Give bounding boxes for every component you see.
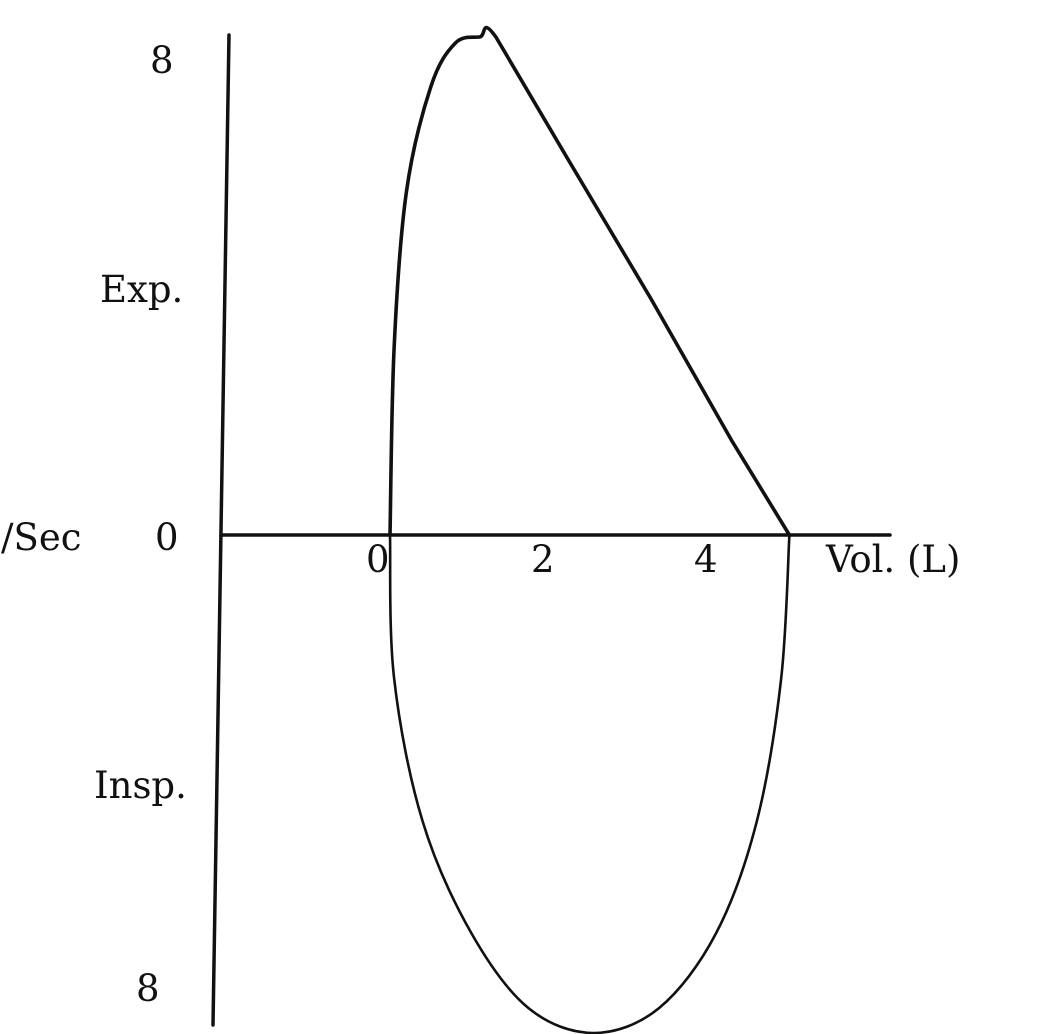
expiration-label: Exp.	[100, 268, 183, 311]
y-tick-label-bottom: 8	[136, 967, 160, 1010]
x-tick-label-0: 0	[366, 538, 390, 581]
expiratory-curve	[388, 25, 791, 536]
inspiration-label: Insp.	[94, 764, 187, 807]
y-tick-label-top: 8	[150, 39, 174, 82]
inspiratory-curve	[388, 534, 791, 1034]
y-axis-label: /Sec	[1, 516, 81, 559]
x-axis-label: Vol. (L)	[825, 538, 960, 581]
x-tick-label-4: 4	[694, 538, 718, 581]
y-axis-line	[211, 33, 231, 1027]
x-tick-label-2: 2	[531, 538, 555, 581]
y-tick-label-zero: 0	[155, 516, 179, 559]
